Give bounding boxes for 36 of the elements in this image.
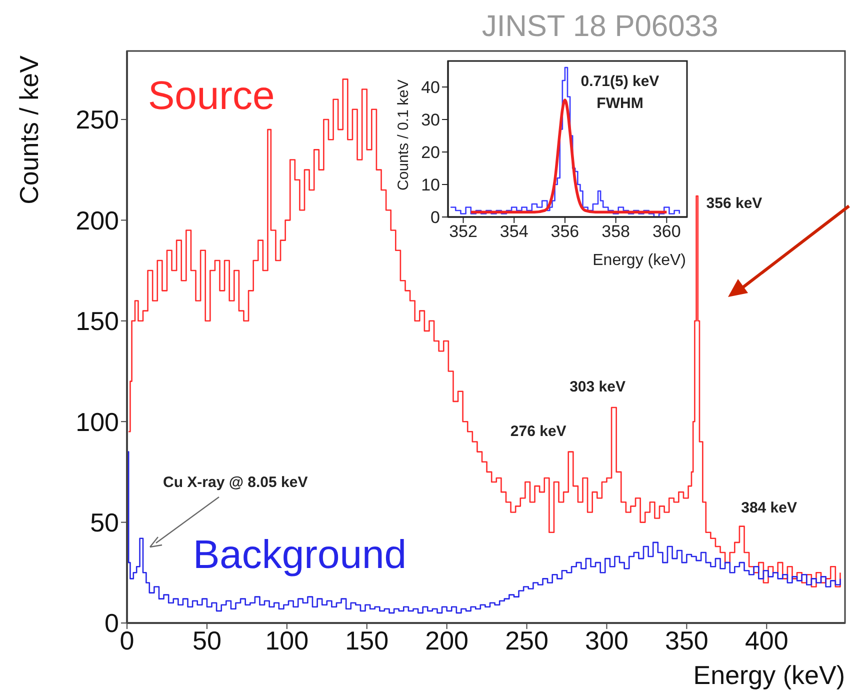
x-tick-label: 150 xyxy=(345,625,389,656)
y-tick-label: 0 xyxy=(430,208,440,228)
series-label: Source xyxy=(148,74,275,119)
annotation: Cu X-ray @ 8.05 keV xyxy=(163,474,308,491)
y-tick-label: 100 xyxy=(76,406,119,437)
series-label: Background xyxy=(193,533,406,578)
y-tick-label: 20 xyxy=(421,143,440,162)
x-tick-label: 50 xyxy=(192,625,222,656)
y-axis-title: Counts / 0.1 keV xyxy=(395,80,412,190)
x-tick-label: 356 xyxy=(550,222,580,242)
x-tick-label: 360 xyxy=(652,222,681,242)
line-series xyxy=(469,98,668,214)
x-tick-label: 400 xyxy=(744,625,788,656)
y-tick-label: 50 xyxy=(90,508,119,538)
x-tick-label: 354 xyxy=(500,222,528,242)
annotation: 0.71(5) keV xyxy=(580,73,660,90)
y-tick-label: 150 xyxy=(76,306,119,336)
y-axis-title: Counts / keV xyxy=(14,54,44,204)
text: JINST 18 P06033 xyxy=(480,10,720,44)
x-tick-label: 358 xyxy=(602,222,630,242)
annotation: 303 keV xyxy=(570,378,626,396)
annotation: 384 keV xyxy=(741,499,798,516)
annotation: FWHM xyxy=(596,95,644,112)
x-tick-label: 352 xyxy=(449,222,478,242)
y-tick-label: 40 xyxy=(421,78,440,98)
x-axis-title: Energy (keV) xyxy=(693,660,845,690)
y-tick-label: 10 xyxy=(421,176,440,195)
x-axis-title: Energy (keV) xyxy=(592,252,686,269)
y-tick-label: 30 xyxy=(421,110,440,130)
annotation: 276 keV xyxy=(510,422,566,440)
x-tick-label: 250 xyxy=(505,625,548,656)
x-tick-label: 300 xyxy=(585,625,628,656)
x-tick-label: 100 xyxy=(265,625,309,656)
y-tick-label: 250 xyxy=(76,104,119,135)
x-tick-label: 350 xyxy=(664,625,708,656)
annotation: 356 keV xyxy=(706,195,762,212)
